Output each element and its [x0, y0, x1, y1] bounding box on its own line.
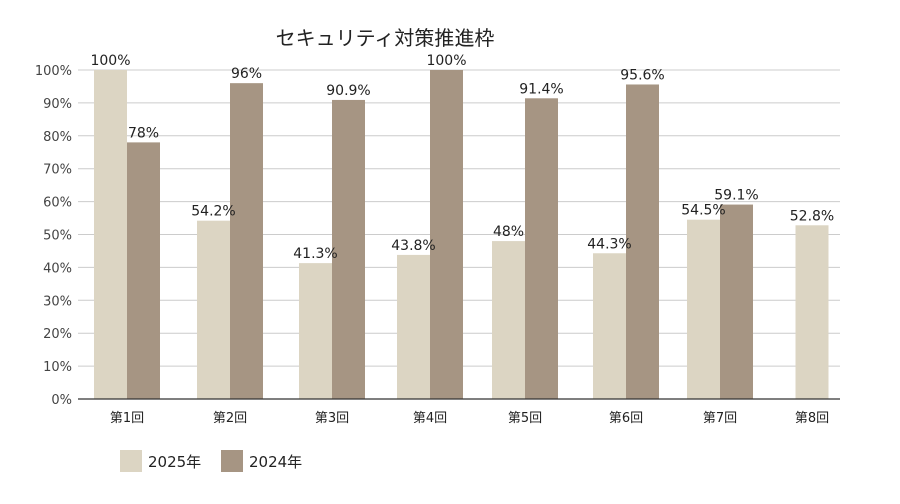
- data-label: 41.3%: [293, 246, 337, 262]
- y-tick-label: 20%: [43, 327, 72, 342]
- y-axis-ticks: 0% 10% 20% 30% 40% 50% 60% 70% 80% 90% 100%: [35, 64, 72, 408]
- y-tick-label: 30%: [43, 294, 72, 309]
- bar-2024: [626, 84, 659, 399]
- data-label: 90.9%: [326, 83, 370, 99]
- bar-2025: [94, 70, 127, 399]
- bar-2025: [492, 241, 525, 399]
- y-tick-label: 40%: [43, 261, 72, 276]
- data-label: 96%: [231, 66, 262, 82]
- data-label: 91.4%: [519, 81, 563, 97]
- x-tick-label: 第3回: [315, 411, 349, 426]
- y-tick-label: 90%: [43, 97, 72, 112]
- bar-2024: [430, 70, 463, 399]
- bar-2025: [299, 263, 332, 399]
- y-tick-label: 100%: [35, 64, 72, 79]
- data-label: 48%: [493, 224, 524, 240]
- y-tick-label: 50%: [43, 229, 72, 244]
- bars: [94, 70, 829, 400]
- data-label: 44.3%: [587, 236, 631, 252]
- x-tick-label: 第6回: [609, 411, 643, 426]
- x-tick-label: 第5回: [508, 411, 542, 426]
- data-label: 78%: [128, 125, 159, 141]
- x-tick-label: 第4回: [413, 411, 447, 426]
- legend-swatch-2025: [120, 450, 142, 472]
- y-tick-label: 10%: [43, 360, 72, 375]
- data-label: 54.2%: [191, 204, 235, 220]
- legend-label: 2024年: [249, 453, 302, 471]
- bar-2025: [397, 254, 430, 399]
- x-tick-label: 第8回: [795, 411, 829, 426]
- data-label: 95.6%: [620, 67, 664, 83]
- bar-2024: [720, 204, 753, 399]
- legend-label: 2025年: [148, 453, 201, 471]
- y-tick-label: 70%: [43, 163, 72, 178]
- x-tick-label: 第1回: [110, 411, 144, 426]
- bar-2025: [197, 220, 230, 399]
- x-axis-ticks: 第1回 第2回 第3回 第4回 第5回 第6回 第7回 第8回: [110, 411, 829, 426]
- data-label: 59.1%: [714, 188, 758, 204]
- legend: 2025年 2024年: [120, 450, 302, 472]
- chart-title: セキュリティ対策推進枠: [276, 26, 495, 50]
- legend-swatch-2024: [221, 450, 243, 472]
- bar-2024: [127, 142, 160, 399]
- bar-2024: [525, 98, 558, 399]
- data-labels: 100% 78% 54.2% 96% 41.3% 90.9% 43.8% 100% 48% 91.…: [90, 53, 834, 262]
- x-tick-label: 第7回: [703, 411, 737, 426]
- bar-2025: [593, 253, 626, 399]
- y-tick-label: 60%: [43, 196, 72, 211]
- bar-2024: [332, 99, 365, 400]
- x-tick-label: 第2回: [213, 411, 247, 426]
- data-label: 54.5%: [681, 203, 725, 219]
- data-label: 100%: [426, 53, 466, 69]
- y-tick-label: 80%: [43, 130, 72, 145]
- data-label: 43.8%: [391, 238, 435, 254]
- bar-2025: [687, 219, 720, 399]
- data-label: 100%: [90, 53, 130, 69]
- bar-2024: [230, 83, 263, 399]
- bar-2025: [795, 225, 829, 399]
- y-tick-label: 0%: [51, 393, 72, 408]
- data-label: 52.8%: [790, 208, 834, 224]
